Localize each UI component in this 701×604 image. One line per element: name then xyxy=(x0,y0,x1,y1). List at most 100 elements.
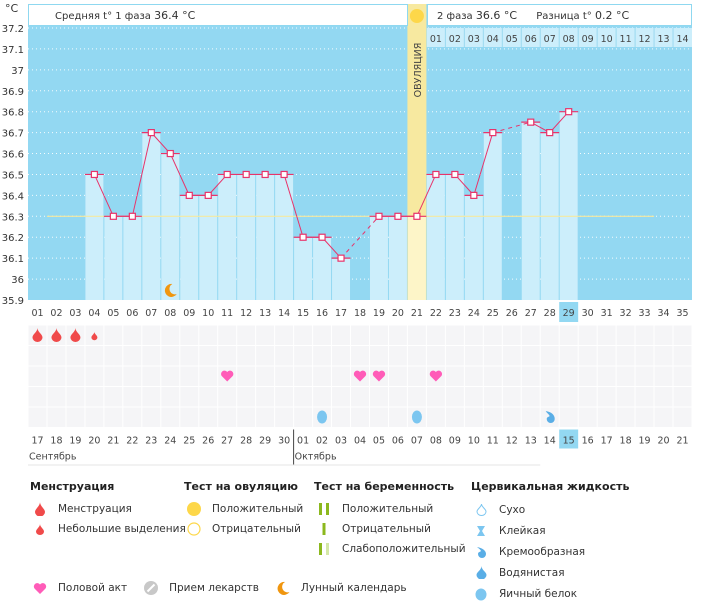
temperature-point xyxy=(470,191,478,199)
symptom-cell xyxy=(351,387,369,407)
symptom-cell xyxy=(351,407,369,427)
symptom-cell xyxy=(256,325,275,345)
month-label: Сентябрь xyxy=(29,452,77,463)
symptom-cell xyxy=(635,325,654,345)
phase1-label: Средняя t° 1 фаза xyxy=(55,11,151,22)
cycle-day-label: 22 xyxy=(430,308,442,319)
egg-white-icon xyxy=(471,587,491,601)
symptom-cell xyxy=(237,407,256,427)
symptom-cell xyxy=(123,346,142,366)
symptom-cell xyxy=(199,407,218,427)
symptom-cell xyxy=(654,325,673,345)
temperature-bar xyxy=(275,174,294,300)
diff-value: 0.2 °C xyxy=(594,9,630,22)
symptom-cell xyxy=(199,346,218,366)
month-label: Октябрь xyxy=(295,452,337,463)
cycle-day-label: 25 xyxy=(487,308,499,319)
post-ovulation-day-label: 01 xyxy=(430,34,442,45)
legend-item: Лунный календарь xyxy=(273,578,407,598)
symptom-cell xyxy=(673,387,692,407)
temperature-point xyxy=(90,170,99,179)
temperature-point xyxy=(432,170,440,179)
symptom-cell xyxy=(369,407,388,427)
cycle-day-label: 06 xyxy=(126,308,138,319)
symptom-cell xyxy=(521,366,540,386)
temperature-bar xyxy=(407,216,426,300)
menstruation-drop-icon xyxy=(70,328,81,342)
y-tick-label: 36.1 xyxy=(2,254,24,265)
y-tick-label: 36.6 xyxy=(2,150,24,161)
symptom-cell xyxy=(351,346,369,366)
symptom-cell xyxy=(578,366,597,386)
temperature-point xyxy=(337,254,345,262)
symptom-cell xyxy=(597,346,616,366)
symptom-cell xyxy=(578,346,597,366)
temperature-bar xyxy=(237,174,256,300)
cycle-day-label: 11 xyxy=(221,308,233,319)
cycle-day-label: 02 xyxy=(50,308,62,319)
date-label: 06 xyxy=(392,436,404,447)
symptom-cell xyxy=(47,407,66,427)
symptom-cell xyxy=(616,346,635,366)
symptom-cell xyxy=(332,387,351,407)
symptom-cell xyxy=(616,387,635,407)
date-label: 28 xyxy=(240,436,252,447)
symptom-cell xyxy=(502,346,521,366)
y-tick-label: 37 xyxy=(11,66,24,77)
sun-positive-icon xyxy=(184,502,204,516)
watery-fluid-icon xyxy=(411,410,422,424)
symptom-cell xyxy=(597,407,616,427)
temperature-point xyxy=(223,170,231,179)
legend-title: Тест на овуляцию xyxy=(184,480,298,493)
symptom-cell xyxy=(104,387,123,407)
symptom-cell xyxy=(388,387,407,407)
legend-pregnancy-test: Тест на беременность Положительный Отриц… xyxy=(314,480,466,559)
symptom-cell xyxy=(578,325,597,345)
temperature-bar xyxy=(464,195,483,300)
symptom-cell xyxy=(540,366,559,386)
date-label: 18 xyxy=(620,436,632,447)
date-label: 10 xyxy=(468,436,480,447)
symptom-cell xyxy=(123,387,142,407)
symptom-cell xyxy=(445,387,464,407)
symptom-cell xyxy=(66,366,85,386)
symptom-cell xyxy=(388,325,407,345)
symptom-cell xyxy=(256,387,275,407)
sticky-icon xyxy=(471,525,491,537)
symptom-cell xyxy=(218,346,237,366)
temperature-point xyxy=(489,129,497,137)
symptom-cell xyxy=(161,325,180,345)
date-label: 05 xyxy=(373,436,385,447)
date-label: 23 xyxy=(145,436,157,447)
sun-negative-icon xyxy=(184,522,204,536)
egg-white-fluid-icon xyxy=(317,410,328,424)
legend-item: Прием лекарств xyxy=(141,578,259,598)
date-label: 20 xyxy=(657,436,669,447)
symptom-cell xyxy=(635,407,654,427)
temperature-point xyxy=(166,149,174,158)
cycle-day-label: 15 xyxy=(297,308,309,319)
post-ovulation-day-label: 12 xyxy=(639,34,651,45)
symptom-cell xyxy=(426,387,445,407)
symptom-cell xyxy=(559,407,578,427)
y-tick-label: 36 xyxy=(11,275,24,286)
legend-item: Яичный белок xyxy=(471,583,629,604)
post-ovulation-day-label: 07 xyxy=(544,34,556,45)
symptom-cell xyxy=(521,346,540,366)
symptom-cell xyxy=(388,407,407,427)
phase2-header: 2 фаза 36.6 °C Разница t° 0.2 °C xyxy=(427,4,692,26)
cycle-day-label: 13 xyxy=(259,308,271,319)
symptom-cell xyxy=(426,346,445,366)
symptom-cell xyxy=(123,407,142,427)
temperature-bar xyxy=(521,122,540,301)
symptom-cell xyxy=(407,387,426,407)
creamy-fluid-icon xyxy=(545,411,555,423)
legend-item: Положительный xyxy=(184,499,303,519)
symptom-cell xyxy=(180,366,199,386)
symptom-cell xyxy=(256,407,275,427)
post-ovulation-day-label: 06 xyxy=(525,34,537,45)
moon-icon xyxy=(164,283,177,297)
symptom-cell xyxy=(313,325,332,345)
symptom-cell xyxy=(275,346,294,366)
symptom-cell xyxy=(597,325,616,345)
